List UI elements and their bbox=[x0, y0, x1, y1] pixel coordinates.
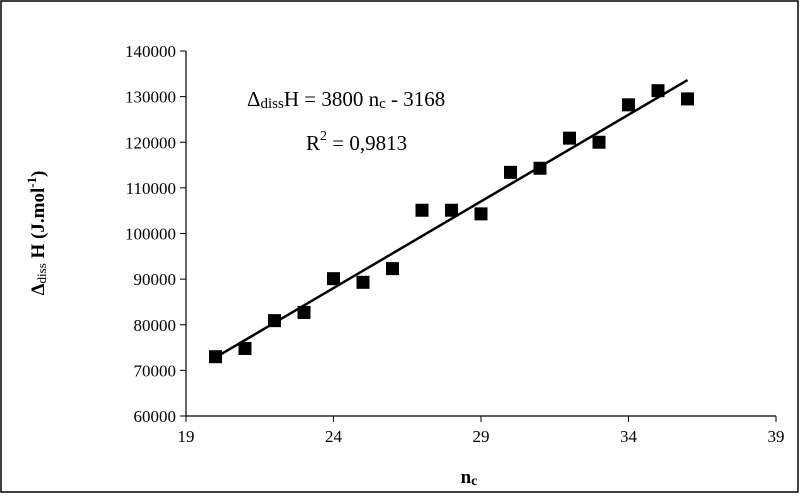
equation-annotation: ΔdissH = 3800 nc - 3168 bbox=[247, 87, 445, 112]
trendline-group bbox=[214, 78, 689, 359]
y-tick-label: 90000 bbox=[134, 270, 177, 289]
data-point bbox=[445, 203, 458, 217]
x-axis-title-main: n bbox=[461, 467, 472, 488]
data-point bbox=[533, 161, 547, 175]
y-axis-title-sub: diss bbox=[34, 263, 49, 283]
ticks: 60000 70000 80000 90000 100000 110000 120000 13… bbox=[125, 42, 785, 446]
data-point bbox=[651, 84, 665, 98]
data-point bbox=[415, 203, 429, 217]
x-axis-title: nc bbox=[461, 467, 478, 489]
r2-annotation: R2 = 0,9813 bbox=[306, 129, 407, 155]
data-point bbox=[386, 262, 399, 276]
x-tick-label: 34 bbox=[620, 427, 638, 446]
x-axis-title-sub: c bbox=[471, 474, 477, 489]
y-tick-label: 130000 bbox=[125, 88, 176, 107]
x-tick-label: 39 bbox=[768, 427, 785, 446]
data-point bbox=[474, 207, 488, 221]
r2-prefix: R bbox=[306, 131, 320, 155]
data-point bbox=[592, 135, 606, 149]
r2-tail: = 0,9813 bbox=[327, 131, 407, 155]
y-tick-label: 140000 bbox=[125, 42, 176, 61]
r2-sup: 2 bbox=[320, 129, 327, 144]
y-axis-title-main: H (J.mol bbox=[28, 188, 49, 263]
data-point bbox=[209, 350, 222, 364]
data-point bbox=[297, 305, 311, 319]
x-tick-label: 19 bbox=[178, 427, 195, 446]
y-tick-label: 110000 bbox=[126, 179, 176, 198]
y-axis-title-end: ) bbox=[28, 171, 49, 177]
data-points bbox=[209, 84, 694, 364]
equation-sub: diss bbox=[261, 96, 285, 112]
data-point bbox=[238, 341, 252, 355]
equation-delta: Δ bbox=[247, 87, 261, 111]
data-point bbox=[268, 314, 281, 328]
data-point bbox=[356, 275, 370, 289]
y-axis-title-sup: -1 bbox=[24, 177, 39, 188]
equation-main: H = 3800 n bbox=[284, 87, 380, 111]
data-point bbox=[504, 165, 517, 179]
x-tick-label: 24 bbox=[325, 427, 343, 446]
equation-sub2: c bbox=[379, 96, 386, 112]
y-axis-title: Δdiss H (J.mol-1) bbox=[24, 171, 49, 296]
y-tick-label: 100000 bbox=[125, 225, 176, 244]
y-tick-label: 120000 bbox=[125, 133, 176, 152]
trendline bbox=[214, 78, 689, 359]
y-tick-label: 60000 bbox=[134, 407, 177, 426]
equation-tail: - 3168 bbox=[386, 87, 446, 111]
y-tick-label: 70000 bbox=[134, 361, 177, 380]
data-point bbox=[327, 272, 340, 286]
data-point bbox=[681, 92, 694, 106]
y-tick-label: 80000 bbox=[134, 316, 177, 335]
y-axis-title-prefix: Δ bbox=[28, 283, 49, 295]
x-tick-label: 29 bbox=[473, 427, 490, 446]
data-point bbox=[563, 131, 576, 145]
data-point bbox=[622, 98, 635, 112]
